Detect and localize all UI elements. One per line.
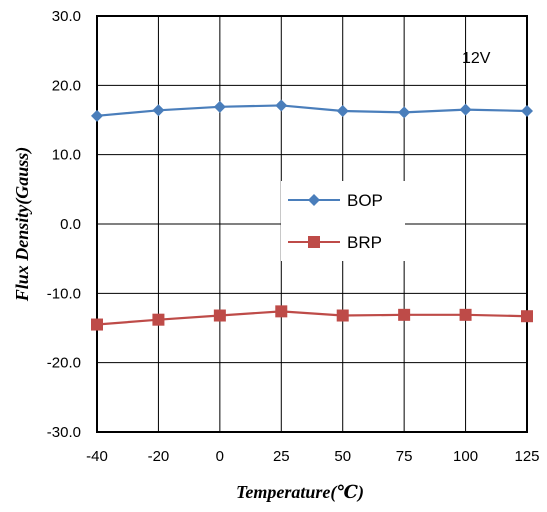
x-tick-label: 125 xyxy=(514,448,539,465)
x-tick-label: 100 xyxy=(453,448,478,465)
x-tick-label: -40 xyxy=(86,448,108,465)
series-brp xyxy=(91,305,533,331)
data-point-brp xyxy=(275,305,288,318)
legend-background xyxy=(281,181,405,261)
legend-label-bop: BOP xyxy=(347,191,383,210)
y-tick-label: -10.0 xyxy=(47,285,81,302)
legend-marker-bop xyxy=(308,194,320,206)
y-axis-title: Flux Density(Gauss) xyxy=(12,147,33,303)
legend: BOP BRP xyxy=(281,181,405,261)
x-tick-label: 75 xyxy=(396,448,413,465)
legend-label-brp: BRP xyxy=(347,233,382,252)
data-point-brp xyxy=(459,308,472,321)
data-point-bop xyxy=(275,99,288,112)
x-tick-label: 25 xyxy=(273,448,290,465)
series-bop xyxy=(91,99,533,122)
data-point-brp xyxy=(398,308,411,321)
y-tick-label: 10.0 xyxy=(52,147,81,164)
series-layer xyxy=(91,99,533,331)
legend-marker-brp xyxy=(308,236,320,248)
data-point-brp xyxy=(521,310,533,323)
y-tick-label: 0.0 xyxy=(60,216,81,233)
y-tick-label: 30.0 xyxy=(52,8,81,25)
y-tick-label: -30.0 xyxy=(47,424,81,441)
data-point-bop xyxy=(459,103,472,116)
voltage-annotation: 12V xyxy=(462,50,491,67)
data-point-bop xyxy=(398,106,411,119)
x-axis-title: Temperature(℃) xyxy=(236,482,364,503)
series-line-brp xyxy=(96,310,528,326)
data-point-brp xyxy=(91,318,103,331)
data-point-brp xyxy=(213,309,226,322)
y-axis-ticks: 30.0 20.0 10.0 0.0 -10.0 -20.0 -30.0 xyxy=(47,8,81,441)
y-tick-label: -20.0 xyxy=(47,355,81,372)
plot-area-border xyxy=(96,15,528,433)
data-point-brp xyxy=(336,309,349,322)
x-axis-ticks: -40 -20 0 25 50 75 100 125 xyxy=(86,448,539,465)
data-point-bop xyxy=(336,104,349,117)
data-point-brp xyxy=(152,313,165,326)
x-tick-label: 50 xyxy=(334,448,351,465)
data-point-bop xyxy=(213,100,226,113)
x-tick-label: -20 xyxy=(148,448,170,465)
series-line-bop xyxy=(96,104,528,117)
y-tick-label: 20.0 xyxy=(52,77,81,94)
data-point-bop xyxy=(91,109,103,122)
x-tick-label: 0 xyxy=(216,448,224,465)
data-point-bop xyxy=(152,104,165,117)
data-point-bop xyxy=(521,104,533,117)
